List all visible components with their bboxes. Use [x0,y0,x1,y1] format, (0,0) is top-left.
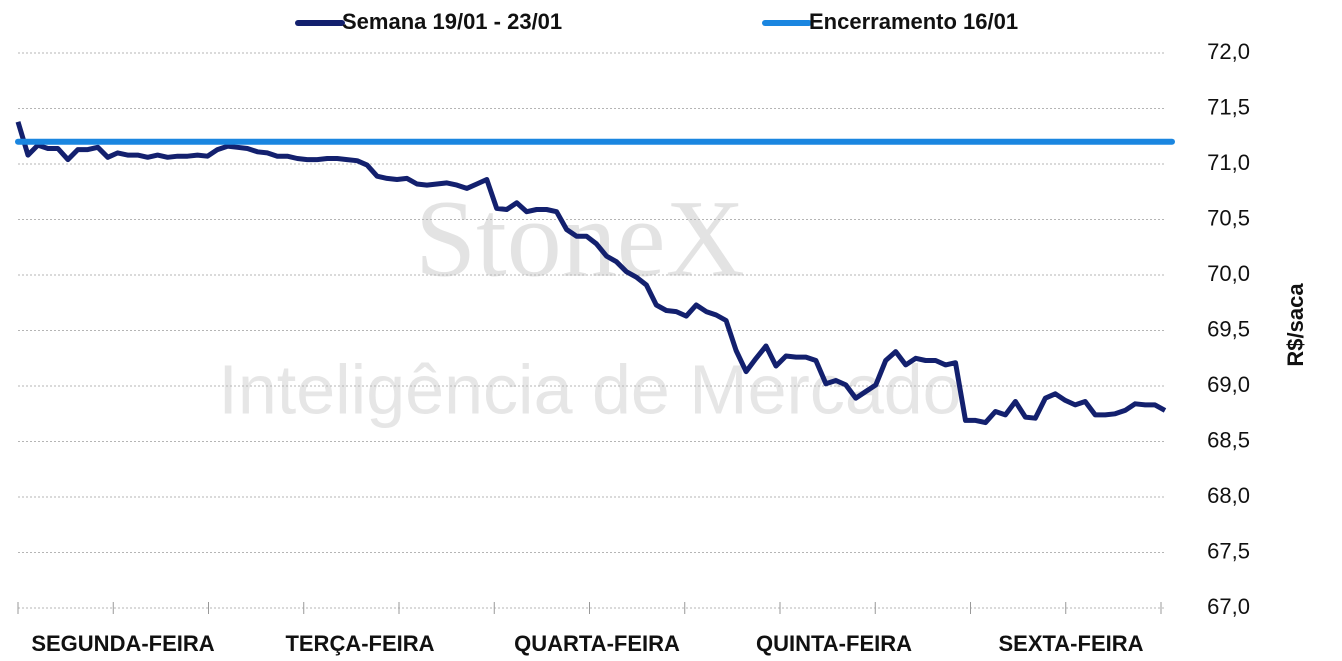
y-tick-label: 69,0 [1207,372,1250,397]
x-tick-label: TERÇA-FEIRA [285,631,434,656]
y-tick-label: 69,5 [1207,316,1250,341]
legend-label: Semana 19/01 - 23/01 [342,9,562,34]
series-line [15,121,1167,426]
legend-label: Encerramento 16/01 [809,9,1018,34]
watermark-subtitle: Inteligência de Mercado [218,350,961,428]
y-tick-label: 70,0 [1207,261,1250,286]
y-tick-label: 71,5 [1207,94,1250,119]
y-tick-label: 67,0 [1207,594,1250,619]
x-tick-label: SEGUNDA-FEIRA [31,631,214,656]
x-tick-label: QUINTA-FEIRA [756,631,912,656]
y-tick-label: 70,5 [1207,205,1250,230]
y-tick-label: 72,0 [1207,39,1250,64]
y-axis-label: R$/saca [1283,283,1308,367]
x-tick-label: QUARTA-FEIRA [514,631,680,656]
y-tick-label: 68,5 [1207,427,1250,452]
y-tick-label: 68,0 [1207,483,1250,508]
x-tick-label: SEXTA-FEIRA [998,631,1143,656]
y-tick-label: 71,0 [1207,150,1250,175]
y-tick-label: 67,5 [1207,538,1250,563]
